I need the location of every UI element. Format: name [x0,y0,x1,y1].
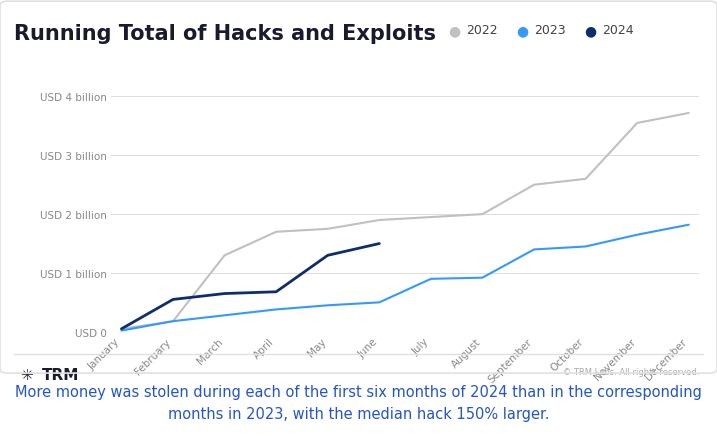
Text: ●: ● [516,24,528,38]
Text: ●: ● [584,24,597,38]
Text: 2022: 2022 [466,24,498,37]
Text: ●: ● [448,24,460,38]
Text: © TRM Labs. All rights reserved.: © TRM Labs. All rights reserved. [563,367,699,376]
Text: Running Total of Hacks and Exploits: Running Total of Hacks and Exploits [14,24,437,44]
Text: TRM: TRM [42,367,79,381]
Text: months in 2023, with the median hack 150% larger.: months in 2023, with the median hack 150… [168,406,549,421]
Text: ✳: ✳ [20,367,33,381]
Text: 2024: 2024 [602,24,634,37]
Text: 2023: 2023 [534,24,566,37]
Text: More money was stolen during each of the first six months of 2024 than in the co: More money was stolen during each of the… [15,384,702,399]
